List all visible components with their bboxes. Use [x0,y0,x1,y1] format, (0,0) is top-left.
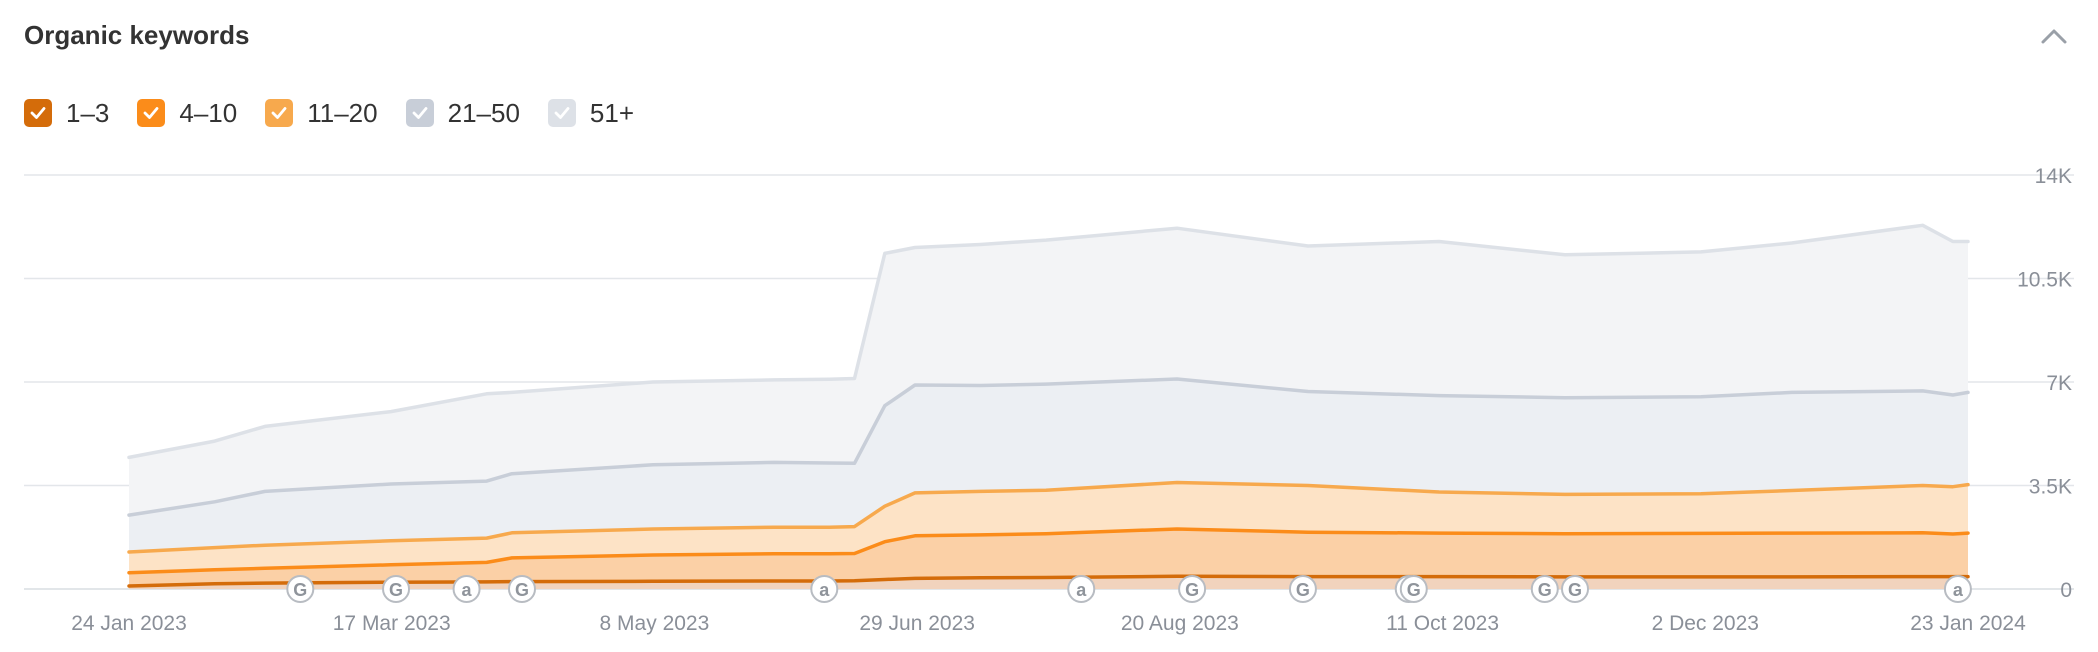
series-21-50-area [129,379,1968,552]
checkbox-4-10[interactable] [137,99,166,127]
annotation-marker[interactable]: a [1067,575,1096,603]
check-icon [412,107,428,119]
x-tick-label: 20 Aug 2023 [1121,612,1239,635]
marker-circle [1943,575,1972,603]
marker-circle [1399,575,1428,603]
legend-item-51-plus[interactable]: 51+ [547,97,635,129]
check-icon [271,107,287,119]
marker-circle [1178,575,1207,603]
x-tick-label: 11 Oct 2023 [1386,612,1499,635]
marker-label: a [819,580,830,600]
marker-label: G [1296,580,1310,600]
check-icon [30,107,46,119]
y-tick-label: 0 [2060,579,2072,602]
chevron-up-icon [2041,29,2067,44]
google-update-marker[interactable]: G [1530,575,1559,603]
x-tick-label: 23 Jan 2024 [1910,612,2026,635]
marker-label: a [462,580,473,600]
marker-circle [452,575,481,603]
marker-label: a [1953,580,1964,600]
series-21-50-line [127,377,1970,517]
marker-label: G [293,580,307,600]
series-51-plus-line [127,223,1970,460]
legend-item-21-50[interactable]: 21–50 [405,97,520,129]
google-update-marker[interactable]: G [382,575,411,603]
marker-label: G [1538,580,1552,600]
card-header: Organic keywords [24,18,2074,58]
marker-label: G [1568,580,1582,600]
marker-label: G [1407,580,1421,600]
marker-circle [1067,575,1096,603]
checkbox-1-3[interactable] [24,99,52,127]
marker-circle [286,575,315,603]
x-tick-label: 8 May 2023 [600,612,710,635]
checkbox-11-20[interactable] [265,99,294,127]
marker-label: G [1185,580,1199,600]
card-title: Organic keywords [24,20,250,50]
legend-label: 51+ [589,97,635,128]
google-update-marker[interactable]: G [1561,575,1590,603]
keywords-chart: 0 3.5K 7K 10.5K 14K 24 Jan 2023 17 Mar 2023 8 M… [24,165,2074,635]
x-tick-label: 2 Dec 2023 [1652,612,1759,635]
legend-item-1-3[interactable]: 1–3 [24,98,109,129]
marker-label: a [1076,580,1087,600]
marker-circle [507,575,536,603]
y-tick-label: 7K [2046,372,2072,395]
legend-label: 1–3 [66,97,110,128]
series-1-3-area [129,576,1968,589]
legend-label: 4–10 [179,97,238,128]
check-icon [554,107,570,119]
google-update-marker[interactable]: G [1399,575,1428,603]
google-update-marker[interactable]: G [507,575,536,603]
google-update-marker[interactable]: G [1178,575,1207,603]
marker-label: G [515,580,529,600]
check-icon [143,107,159,119]
x-tick-label: 17 Mar 2023 [333,612,451,635]
x-tick-label: 29 Jun 2023 [859,612,975,635]
marker-label: G [389,580,403,600]
checkbox-21-50[interactable] [405,99,434,127]
series-51-plus-area [129,225,1968,516]
legend-item-11-20[interactable]: 11–20 [265,97,378,129]
y-tick-label: 3.5K [2029,476,2072,499]
marker-circle [1288,575,1317,603]
google-update-marker[interactable]: G [1288,575,1317,603]
marker-circle [810,575,839,603]
collapse-button[interactable] [2034,18,2074,54]
series-11-20-line [127,480,1970,554]
legend-label: 11–20 [307,97,378,128]
annotation-marker[interactable]: a [810,575,839,603]
series-4-10-area [129,529,1968,586]
legend-label: 21–50 [447,97,520,128]
marker-circle [1530,575,1559,603]
y-tick-label: 10.5K [2017,269,2072,292]
legend-item-4-10[interactable]: 4–10 [137,98,237,129]
annotation-marker[interactable]: a [1943,575,1972,603]
annotation-marker[interactable]: a [452,575,481,603]
checkbox-51-plus[interactable] [547,99,576,127]
y-tick-label: 14K [2035,165,2072,188]
series-4-10-line [127,527,1970,575]
series-11-20-area [129,482,1968,573]
chart-legend: 1–3 4–10 11–20 21–50 51+ [24,95,662,131]
google-update-marker[interactable]: G [286,575,315,603]
marker-circle [1561,575,1590,603]
marker-circle [382,575,411,603]
x-tick-label: 24 Jan 2023 [71,612,187,635]
